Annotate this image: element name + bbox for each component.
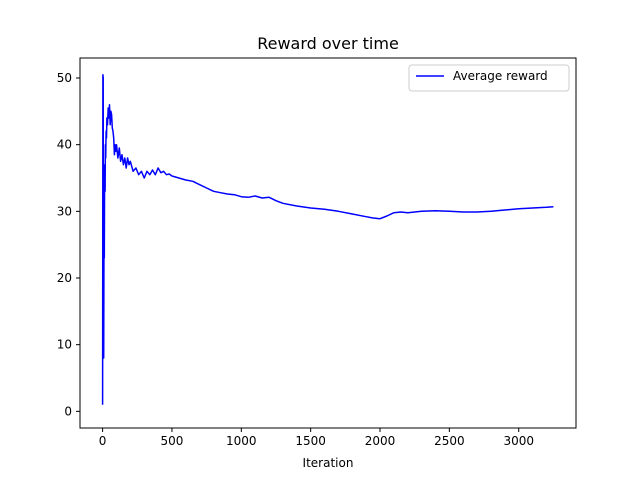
- x-axis: 0 500 1000 1500 2000 2500 3000: [99, 428, 534, 448]
- y-tick-label: 40: [57, 138, 72, 152]
- chart-title: Reward over time: [257, 34, 399, 53]
- y-tick-label: 0: [64, 404, 72, 418]
- plot-frame: [79, 57, 577, 429]
- x-tick-label: 1000: [226, 434, 257, 448]
- x-tick-label: 0: [99, 434, 107, 448]
- x-tick-label: 3000: [503, 434, 534, 448]
- x-tick-label: 500: [161, 434, 184, 448]
- y-tick-label: 50: [57, 71, 72, 85]
- y-tick-label: 10: [57, 338, 72, 352]
- x-axis-label: Iteration: [303, 456, 354, 470]
- series-line-average-reward: [101, 73, 554, 405]
- x-tick-label: 1500: [295, 434, 326, 448]
- legend-box: [408, 64, 570, 92]
- x-tick-label: 2000: [365, 434, 396, 448]
- legend: Average reward: [408, 64, 570, 92]
- x-tick-label: 2500: [434, 434, 465, 448]
- plot-area: [79, 57, 577, 429]
- y-tick-label: 20: [57, 271, 72, 285]
- y-axis: 0 10 20 30 40 50: [57, 71, 80, 418]
- legend-label-average-reward: Average reward: [453, 69, 548, 83]
- y-tick-label: 30: [57, 204, 72, 218]
